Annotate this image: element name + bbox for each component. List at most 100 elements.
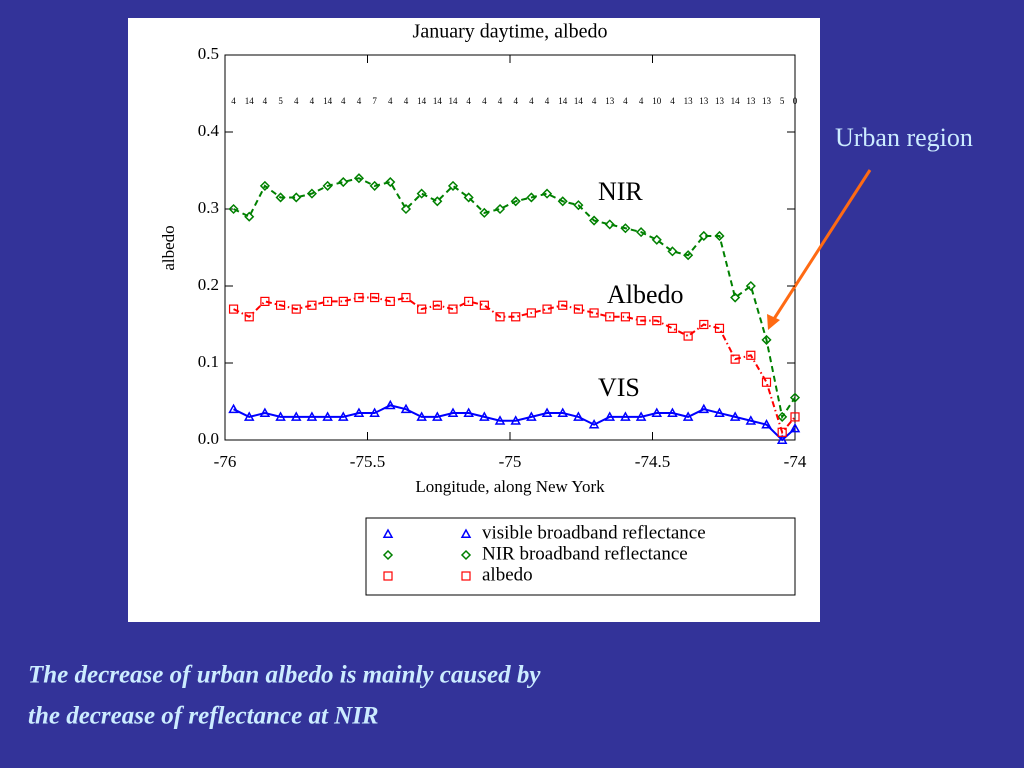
marker: [714, 323, 725, 333]
marker: [777, 427, 787, 437]
marker: [620, 223, 631, 234]
marker: [259, 180, 270, 191]
marker: [651, 234, 662, 245]
marker: [636, 316, 646, 326]
y-tick-label: 0.2: [198, 275, 219, 294]
count-label: 13: [715, 96, 725, 106]
marker: [510, 196, 521, 207]
marker: [495, 312, 505, 322]
marker: [761, 377, 772, 387]
marker: [589, 215, 600, 226]
annotation: VIS: [598, 373, 640, 402]
marker: [557, 196, 568, 207]
marker: [541, 188, 553, 199]
legend-label: visible broadband reflectance: [482, 522, 706, 543]
marker: [338, 411, 349, 421]
count-label: 13: [699, 96, 709, 106]
marker: [698, 230, 709, 242]
marker: [526, 411, 537, 421]
marker: [558, 300, 568, 310]
x-tick-label: -76: [214, 452, 237, 471]
marker: [401, 292, 411, 303]
marker: [383, 571, 393, 581]
y-axis-label: albedo: [159, 225, 178, 270]
marker: [306, 188, 317, 199]
count-label: 4: [482, 96, 487, 106]
marker: [370, 292, 380, 303]
count-label: 14: [245, 96, 255, 106]
marker: [667, 246, 678, 257]
marker: [667, 323, 678, 333]
count-label: 4: [388, 96, 393, 106]
count-label: 4: [529, 96, 534, 106]
marker: [526, 308, 536, 318]
marker: [290, 411, 302, 421]
marker: [432, 300, 442, 310]
count-label: 4: [498, 96, 503, 106]
marker: [683, 250, 694, 261]
arrow-head: [767, 314, 780, 330]
count-label: 4: [294, 96, 299, 106]
marker: [322, 411, 333, 421]
count-label: 4: [592, 96, 597, 106]
marker: [620, 411, 631, 421]
marker: [243, 411, 255, 421]
marker: [400, 403, 412, 414]
count-label: 5: [278, 96, 283, 106]
count-label: 4: [231, 96, 236, 106]
marker: [260, 296, 270, 306]
marker: [400, 203, 412, 215]
chart-panel: [128, 18, 820, 622]
marker: [714, 230, 725, 242]
count-label: 4: [341, 96, 346, 106]
marker: [385, 399, 396, 410]
marker: [369, 407, 380, 417]
marker: [463, 407, 474, 417]
count-label: 14: [558, 96, 568, 106]
marker: [776, 434, 788, 444]
marker: [228, 304, 239, 314]
marker: [494, 415, 506, 425]
count-label: 13: [746, 96, 756, 106]
marker: [777, 411, 788, 422]
legend-label: albedo: [482, 564, 533, 585]
marker: [588, 419, 600, 429]
marker: [761, 334, 772, 345]
marker: [463, 192, 474, 203]
marker: [385, 176, 396, 188]
count-label: 4: [310, 96, 315, 106]
count-label: 14: [417, 96, 427, 106]
marker: [761, 419, 772, 429]
count-label: 0: [793, 96, 798, 106]
y-tick-label: 0.4: [198, 121, 220, 140]
count-label: 4: [263, 96, 268, 106]
caption-line: The decrease of urban albedo is mainly c…: [28, 662, 541, 689]
count-label: 14: [731, 96, 741, 106]
marker: [447, 407, 459, 417]
count-label: 5: [780, 96, 785, 106]
legend-label: NIR broadband reflectance: [482, 543, 688, 564]
y-tick-label: 0.1: [198, 352, 219, 371]
y-tick-label: 0.3: [198, 198, 219, 217]
annotation: Urban region: [835, 123, 973, 152]
marker: [479, 207, 490, 218]
marker: [730, 292, 741, 303]
marker: [306, 411, 318, 421]
marker: [573, 304, 584, 314]
marker: [714, 407, 725, 417]
count-label: 14: [323, 96, 333, 106]
marker: [604, 219, 615, 230]
marker: [275, 192, 286, 203]
count-label: 4: [466, 96, 471, 106]
count-label: 13: [684, 96, 694, 106]
count-label: 10: [652, 96, 662, 106]
marker: [667, 407, 678, 417]
count-label: 4: [670, 96, 675, 106]
marker: [636, 227, 647, 238]
marker: [448, 304, 458, 314]
marker: [338, 176, 349, 188]
marker: [432, 411, 443, 421]
marker: [479, 411, 490, 421]
marker: [417, 304, 427, 314]
